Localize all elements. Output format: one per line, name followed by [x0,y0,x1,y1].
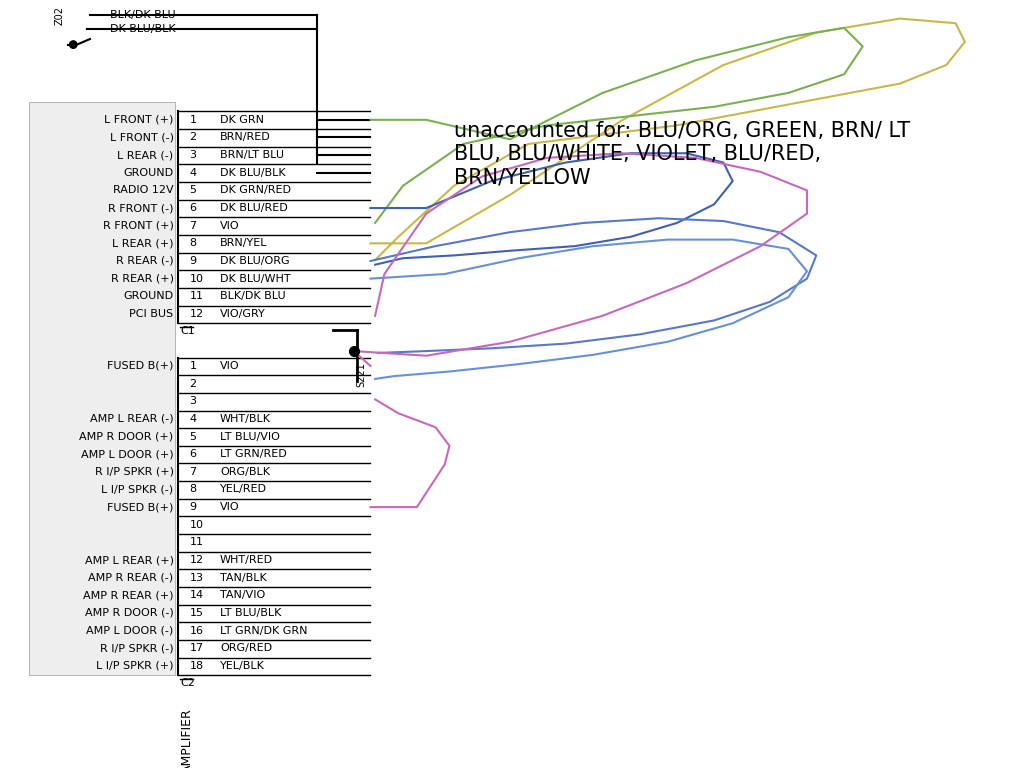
Text: L REAR (+): L REAR (+) [112,238,174,248]
Text: YEL/BLK: YEL/BLK [220,661,265,671]
Text: R FRONT (+): R FRONT (+) [102,220,174,230]
Text: ORG/BLK: ORG/BLK [220,467,270,477]
Text: WHT/BLK: WHT/BLK [220,414,271,424]
Text: DK BLU/BLK: DK BLU/BLK [220,167,286,177]
Text: 8: 8 [189,485,197,495]
Text: 2: 2 [189,379,197,389]
Text: DK BLU/ORG: DK BLU/ORG [220,256,290,266]
Text: VIO/GRY: VIO/GRY [220,309,266,319]
Text: unaccounted for: BLU/ORG, GREEN, BRN/ LT
BLU, BLU/WHITE, VIOLET, BLU/RED,
BRN/YE: unaccounted for: BLU/ORG, GREEN, BRN/ LT… [454,121,910,187]
Text: L I/P SPKR (+): L I/P SPKR (+) [96,661,174,671]
Text: R REAR (+): R REAR (+) [111,273,174,283]
Text: AMP L REAR (+): AMP L REAR (+) [85,555,174,565]
Text: 13: 13 [189,573,204,583]
Text: AMP L REAR (-): AMP L REAR (-) [90,414,174,424]
Text: 14: 14 [189,591,204,601]
Text: 4: 4 [189,414,197,424]
Text: 1: 1 [189,361,197,371]
Text: 17: 17 [189,644,204,654]
Text: BRN/YEL: BRN/YEL [220,238,267,248]
Text: DK BLU/RED: DK BLU/RED [220,203,288,213]
Text: 5: 5 [189,185,197,195]
Text: GROUND: GROUND [124,291,174,301]
Text: VIO: VIO [220,361,240,371]
Text: L REAR (-): L REAR (-) [118,150,174,160]
Text: AMP R DOOR (+): AMP R DOOR (+) [80,432,174,442]
Text: 18: 18 [189,661,204,671]
Text: DK GRN: DK GRN [220,114,264,125]
Text: VIO: VIO [220,220,240,230]
Text: LT BLU/BLK: LT BLU/BLK [220,608,282,618]
Text: PCI BUS: PCI BUS [129,309,174,319]
Text: AMP R DOOR (-): AMP R DOOR (-) [85,608,174,618]
Text: 6: 6 [189,449,197,459]
Text: DK BLU/BLK: DK BLU/BLK [111,24,176,34]
Text: AMPLIFIER: AMPLIFIER [181,708,194,768]
Text: 11: 11 [189,291,204,301]
Text: R FRONT (-): R FRONT (-) [109,203,174,213]
Text: 12: 12 [189,309,204,319]
Text: AMP L DOOR (-): AMP L DOOR (-) [86,626,174,636]
Text: DK GRN/RED: DK GRN/RED [220,185,291,195]
Text: 12: 12 [189,555,204,565]
Text: 10: 10 [189,273,204,283]
Text: 2: 2 [189,132,197,142]
Text: LT BLU/VIO: LT BLU/VIO [220,432,280,442]
Text: 10: 10 [189,520,204,530]
Text: BRN/RED: BRN/RED [220,132,270,142]
Text: AMP L DOOR (+): AMP L DOOR (+) [81,449,174,459]
Text: FUSED B(+): FUSED B(+) [108,502,174,512]
Text: 3: 3 [189,396,197,406]
Text: TAN/BLK: TAN/BLK [220,573,267,583]
Text: L FRONT (-): L FRONT (-) [110,132,174,142]
Text: 16: 16 [189,626,204,636]
Text: Z02: Z02 [54,6,65,25]
Text: AMP R REAR (-): AMP R REAR (-) [88,573,174,583]
Text: LT GRN/RED: LT GRN/RED [220,449,287,459]
Text: 11: 11 [189,538,204,548]
Text: R I/P SPKR (+): R I/P SPKR (+) [94,467,174,477]
Text: AMP R REAR (+): AMP R REAR (+) [83,591,174,601]
Text: VIO: VIO [220,502,240,512]
Text: L FRONT (+): L FRONT (+) [104,114,174,125]
Text: R I/P SPKR (-): R I/P SPKR (-) [100,644,174,654]
Text: ORG/RED: ORG/RED [220,644,272,654]
Text: DK BLU/WHT: DK BLU/WHT [220,273,291,283]
Text: TAN/VIO: TAN/VIO [220,591,265,601]
Text: C2: C2 [180,677,195,687]
Text: GROUND: GROUND [124,167,174,177]
Text: 5: 5 [189,432,197,442]
Text: 3: 3 [189,150,197,160]
Text: 8: 8 [189,238,197,248]
Text: 15: 15 [189,608,204,618]
Text: 4: 4 [189,167,197,177]
Text: YEL/RED: YEL/RED [220,485,267,495]
Text: L I/P SPKR (-): L I/P SPKR (-) [101,485,174,495]
Text: 1: 1 [189,114,197,125]
Text: FUSED B(+): FUSED B(+) [108,361,174,371]
Bar [29,102,175,675]
Text: BLK/DK BLU: BLK/DK BLU [220,291,286,301]
Text: 6: 6 [189,203,197,213]
Text: RADIO 12V: RADIO 12V [113,185,174,195]
Text: BLK/DK BLU: BLK/DK BLU [111,10,176,20]
Text: WHT/RED: WHT/RED [220,555,273,565]
Text: 7: 7 [189,220,197,230]
Text: 9: 9 [189,256,197,266]
Text: S221: S221 [356,362,367,386]
Text: BRN/LT BLU: BRN/LT BLU [220,150,284,160]
Circle shape [70,41,77,48]
Text: 9: 9 [189,502,197,512]
Text: C1: C1 [180,326,195,336]
Text: R REAR (-): R REAR (-) [116,256,174,266]
Text: 7: 7 [189,467,197,477]
Text: LT GRN/DK GRN: LT GRN/DK GRN [220,626,307,636]
